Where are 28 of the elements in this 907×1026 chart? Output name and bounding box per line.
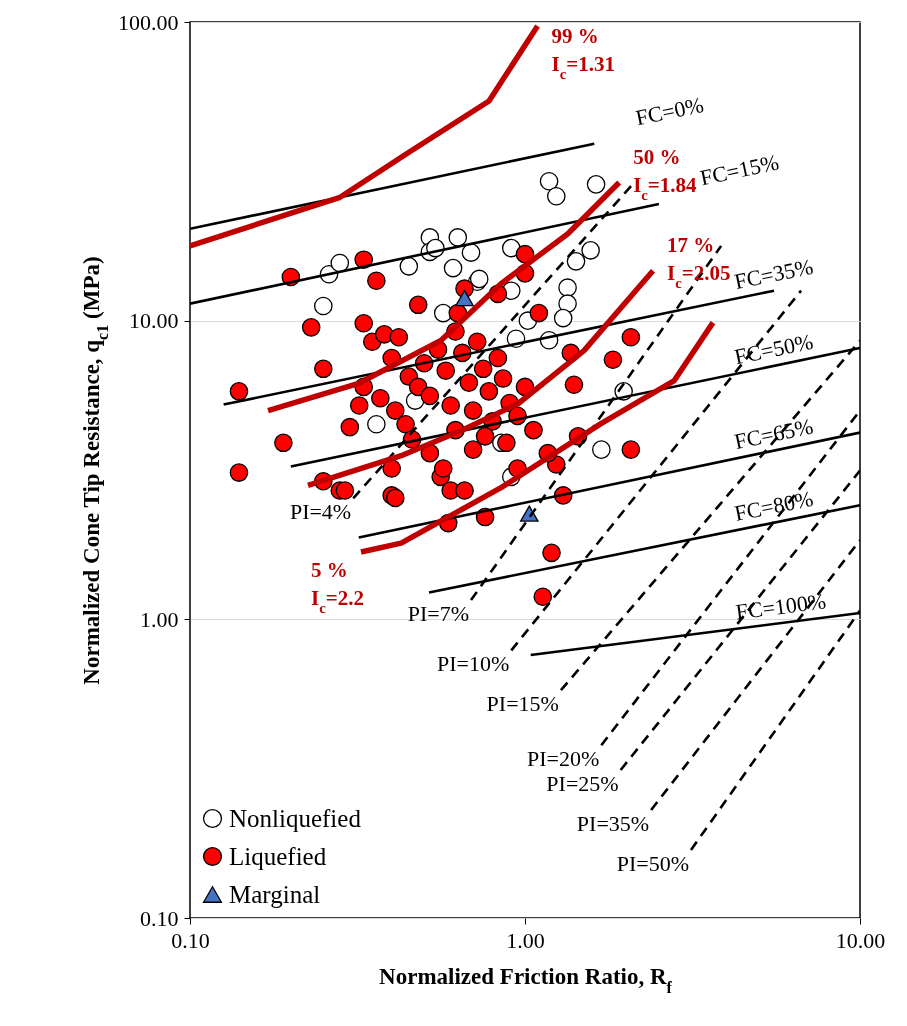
- x-axis-title: Normalized Friction Ratio, R$_{f}$: [379, 963, 673, 995]
- text: FC=65%: [732, 413, 816, 455]
- y-tick-label: 10.00: [129, 308, 179, 334]
- text: FC=80%: [732, 485, 816, 527]
- text: FC=100%: [734, 588, 828, 625]
- text: FC=0%: [633, 91, 706, 131]
- series-label: 50 % I$_{c}$=1.84: [633, 144, 698, 203]
- text: FC=35%: [732, 253, 816, 295]
- series-label: PI=20%: [527, 746, 600, 772]
- x-tick-label: 1.00: [506, 927, 545, 953]
- y-tick-label: 1.00: [140, 606, 179, 632]
- text: FC=15%: [697, 149, 781, 191]
- series-label: 17 % I$_{c}$=2.05: [666, 232, 731, 291]
- legend-label: Marginal: [229, 880, 321, 908]
- legend-label: Nonliquefied: [229, 804, 362, 832]
- series-label: 5 % I$_{c}$=2.2: [311, 558, 364, 617]
- series-label: PI=50%: [616, 850, 690, 876]
- series-label: PI=4%: [289, 499, 352, 525]
- legend-label: Liquefied: [229, 842, 327, 870]
- text: FC=50%: [732, 328, 816, 370]
- x-tick-label: 10.00: [835, 927, 886, 953]
- series-label: PI=35%: [576, 810, 650, 836]
- y-tick-label: 100.00: [118, 9, 179, 35]
- series-label: 99 % I$_{c}$=1.31: [551, 23, 615, 82]
- series-label: PI=25%: [546, 771, 619, 796]
- series-label: PI=7%: [407, 601, 470, 627]
- series-label: PI=15%: [486, 691, 559, 717]
- series-label: PI=10%: [436, 651, 510, 677]
